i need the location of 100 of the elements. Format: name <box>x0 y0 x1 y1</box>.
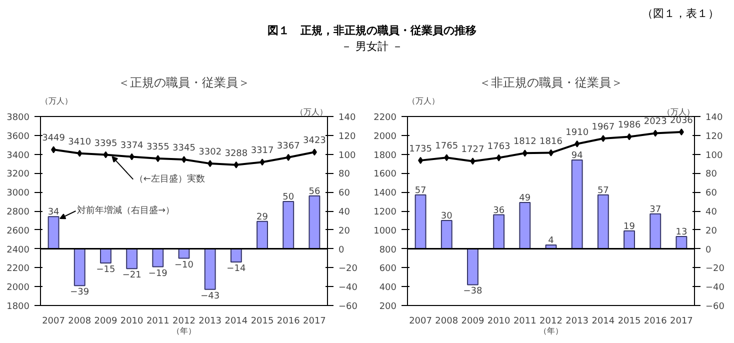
data-label: 4 <box>548 236 554 246</box>
data-label: 3395 <box>94 138 118 149</box>
y2-tick-label: 40 <box>338 208 350 218</box>
data-label: 56 <box>308 186 320 197</box>
data-label: 13 <box>676 228 688 238</box>
data-label: 1763 <box>487 142 510 152</box>
data-label: 3367 <box>276 141 300 152</box>
data-label: 2023 <box>644 117 667 128</box>
y2-tick-label: 100 <box>706 150 723 161</box>
data-label: −14 <box>226 264 246 274</box>
y2-tick-label: −40 <box>338 283 358 294</box>
y2-tick-label: 120 <box>706 132 723 142</box>
y-axis-title: （万人） <box>40 96 72 106</box>
y-axis-title: （万人） <box>408 96 440 106</box>
y2-tick-label: 40 <box>706 208 718 218</box>
point <box>626 133 632 140</box>
y2-tick-label: 120 <box>338 132 356 142</box>
data-label: 3355 <box>146 142 170 153</box>
annotation: （←左目盛）実数 <box>134 173 205 184</box>
bar <box>308 195 320 250</box>
y-tick-label: 3600 <box>6 132 30 142</box>
y-tick-label: 600 <box>379 264 397 274</box>
y-tick-label: 1000 <box>374 226 397 236</box>
data-label: 57 <box>414 186 426 196</box>
x-tick-label: 2016 <box>644 316 668 326</box>
bar <box>48 216 60 250</box>
y-tick-label: 1400 <box>374 188 397 199</box>
point <box>574 140 580 148</box>
point <box>678 128 684 136</box>
data-label: 1967 <box>592 122 615 133</box>
point <box>496 154 502 162</box>
point <box>522 150 528 157</box>
y2-tick-label: 20 <box>338 226 350 236</box>
x-tick-label: 2016 <box>276 316 300 326</box>
y2-tick-label: 140 <box>706 113 723 123</box>
y-tick-label: 400 <box>379 283 397 294</box>
point <box>103 151 108 158</box>
bar <box>256 220 268 250</box>
data-label: 50 <box>282 192 294 203</box>
y-tick-label: 3000 <box>6 188 30 199</box>
data-label: 3317 <box>250 146 274 156</box>
y-tick-label: 2800 <box>6 208 30 218</box>
x-tick-label: 2015 <box>250 316 274 326</box>
bar <box>126 248 138 270</box>
x-tick-label: 2010 <box>487 316 511 326</box>
point <box>77 150 82 157</box>
point <box>234 161 239 168</box>
y2-tick-label: 20 <box>706 226 718 236</box>
x-tick-label: 2013 <box>198 316 222 326</box>
x-tick-label: 2010 <box>120 316 144 326</box>
data-label: 19 <box>624 222 636 232</box>
bar <box>467 248 478 286</box>
bar <box>493 214 505 250</box>
text: （図１，表１） <box>641 6 719 22</box>
y2-tick-label: −20 <box>706 264 725 274</box>
y-tick-label: 2000 <box>6 283 30 294</box>
x-tick-label: 2007 <box>42 316 65 326</box>
y-tick-label: 3400 <box>6 150 30 161</box>
bar <box>676 236 688 250</box>
y2-tick-label: 60 <box>338 188 350 199</box>
data-label: 94 <box>571 150 584 161</box>
x-tick-label: 2011 <box>513 316 536 326</box>
y2-axis-title: （万人） <box>296 108 328 116</box>
x-tick-label: 2012 <box>172 316 196 326</box>
data-label: 34 <box>48 208 60 218</box>
y-tick-label: 1200 <box>374 208 397 218</box>
data-label: 3374 <box>120 140 144 151</box>
y-tick-label: 3200 <box>6 170 30 180</box>
x-tick-label: 2007 <box>409 316 432 326</box>
data-label: −19 <box>148 268 168 279</box>
x-tick-label: 2017 <box>670 316 693 326</box>
data-label: 29 <box>256 212 268 222</box>
y-tick-label: 1600 <box>374 170 397 180</box>
point <box>208 160 213 168</box>
caption: 図１ 正規，非正規の職員・従業員の推移 <box>266 22 478 38</box>
data-label: 1910 <box>566 128 589 138</box>
data-label: 1812 <box>513 137 536 148</box>
y-tick-label: 2400 <box>6 245 30 256</box>
data-label: −21 <box>122 270 142 281</box>
x-tick-label: 2011 <box>146 316 170 326</box>
bar <box>597 194 609 250</box>
y2-tick-label: −40 <box>706 283 725 294</box>
y2-tick-label: 80 <box>706 170 718 180</box>
y2-tick-label: 80 <box>338 170 350 180</box>
data-label: −39 <box>70 288 90 298</box>
x-tick-label: 2012 <box>540 316 562 326</box>
data-label: 3423 <box>303 136 326 146</box>
data-label: 1727 <box>461 145 484 156</box>
y2-tick-label: −60 <box>706 302 725 312</box>
data-label: 3345 <box>172 143 196 154</box>
point <box>652 130 658 137</box>
y2-tick-label: −60 <box>338 302 358 312</box>
data-label: 1735 <box>409 144 432 154</box>
bar <box>204 248 216 290</box>
x-tick-label: 2013 <box>566 316 589 326</box>
x-tick-label: 2014 <box>592 316 615 326</box>
bar <box>230 248 242 263</box>
y-tick-label: 1800 <box>6 302 30 312</box>
chart-title: ＜非正規の職員・従業員＞ <box>479 76 623 90</box>
x-tick-label: 2009 <box>461 316 484 326</box>
